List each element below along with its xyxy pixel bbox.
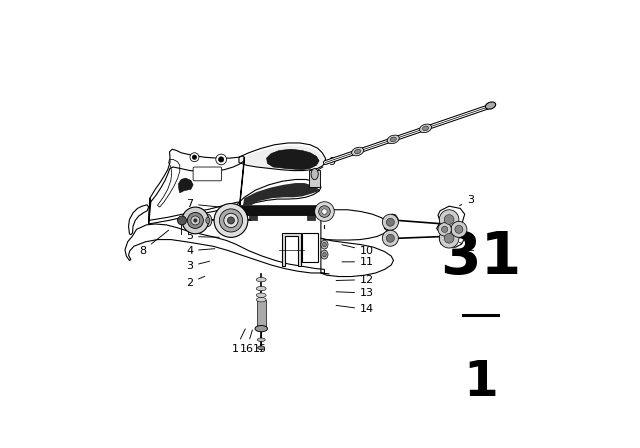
Ellipse shape: [204, 214, 212, 227]
Circle shape: [319, 206, 330, 217]
Ellipse shape: [321, 250, 328, 259]
Circle shape: [387, 234, 394, 242]
Circle shape: [220, 209, 243, 232]
Polygon shape: [385, 214, 398, 231]
Ellipse shape: [323, 252, 326, 257]
Circle shape: [315, 202, 334, 221]
Ellipse shape: [355, 149, 361, 154]
Text: 7: 7: [186, 199, 230, 209]
Text: 15: 15: [253, 330, 267, 354]
Ellipse shape: [257, 297, 266, 302]
Text: 14: 14: [336, 305, 374, 314]
Circle shape: [214, 203, 248, 237]
Ellipse shape: [351, 147, 364, 156]
Circle shape: [182, 207, 209, 234]
Circle shape: [177, 216, 186, 225]
Text: 9: 9: [318, 157, 335, 170]
Polygon shape: [267, 149, 319, 170]
Circle shape: [191, 216, 200, 225]
Polygon shape: [242, 183, 319, 210]
Circle shape: [188, 212, 204, 228]
Circle shape: [216, 154, 227, 165]
Circle shape: [192, 155, 196, 159]
Polygon shape: [307, 215, 315, 220]
Text: 1: 1: [463, 358, 498, 405]
Text: 4: 4: [186, 246, 215, 256]
Ellipse shape: [323, 242, 326, 247]
Polygon shape: [240, 146, 324, 170]
Ellipse shape: [257, 293, 266, 297]
Polygon shape: [179, 178, 193, 193]
Circle shape: [322, 209, 327, 214]
Ellipse shape: [257, 338, 265, 341]
Polygon shape: [257, 300, 266, 327]
Circle shape: [190, 153, 199, 162]
Circle shape: [387, 218, 394, 226]
Ellipse shape: [258, 346, 265, 349]
Circle shape: [451, 221, 467, 237]
Ellipse shape: [257, 277, 266, 282]
Polygon shape: [249, 215, 257, 220]
Text: 16: 16: [239, 330, 253, 354]
Ellipse shape: [390, 137, 396, 142]
Ellipse shape: [485, 102, 496, 109]
Text: 6: 6: [186, 215, 226, 224]
Circle shape: [193, 219, 197, 222]
Circle shape: [444, 215, 454, 224]
FancyBboxPatch shape: [309, 170, 320, 187]
Polygon shape: [236, 205, 321, 215]
Ellipse shape: [206, 217, 210, 224]
Text: 8: 8: [140, 230, 169, 256]
Ellipse shape: [321, 240, 328, 249]
FancyBboxPatch shape: [193, 167, 221, 181]
Circle shape: [227, 217, 234, 224]
Text: 3: 3: [186, 261, 209, 271]
Ellipse shape: [387, 135, 399, 144]
Circle shape: [438, 223, 451, 236]
Text: 31: 31: [440, 229, 522, 286]
Text: 5: 5: [186, 232, 220, 241]
Circle shape: [224, 213, 238, 228]
Ellipse shape: [422, 126, 429, 131]
Text: 2: 2: [460, 242, 474, 254]
Ellipse shape: [419, 124, 431, 133]
Circle shape: [455, 225, 463, 233]
Text: 10: 10: [342, 245, 374, 256]
Circle shape: [444, 233, 454, 243]
Circle shape: [439, 228, 459, 248]
Ellipse shape: [311, 168, 318, 180]
Text: 13: 13: [336, 288, 374, 298]
Ellipse shape: [255, 326, 268, 332]
Text: 2: 2: [186, 276, 205, 288]
Text: 1: 1: [232, 329, 245, 354]
Polygon shape: [282, 233, 301, 266]
Text: 11: 11: [342, 257, 374, 267]
Circle shape: [218, 157, 224, 162]
Circle shape: [382, 214, 398, 230]
Circle shape: [439, 210, 459, 229]
Text: 12: 12: [336, 275, 374, 284]
Circle shape: [382, 230, 398, 246]
Circle shape: [442, 226, 448, 233]
Ellipse shape: [257, 286, 266, 291]
Text: 3: 3: [460, 194, 474, 206]
